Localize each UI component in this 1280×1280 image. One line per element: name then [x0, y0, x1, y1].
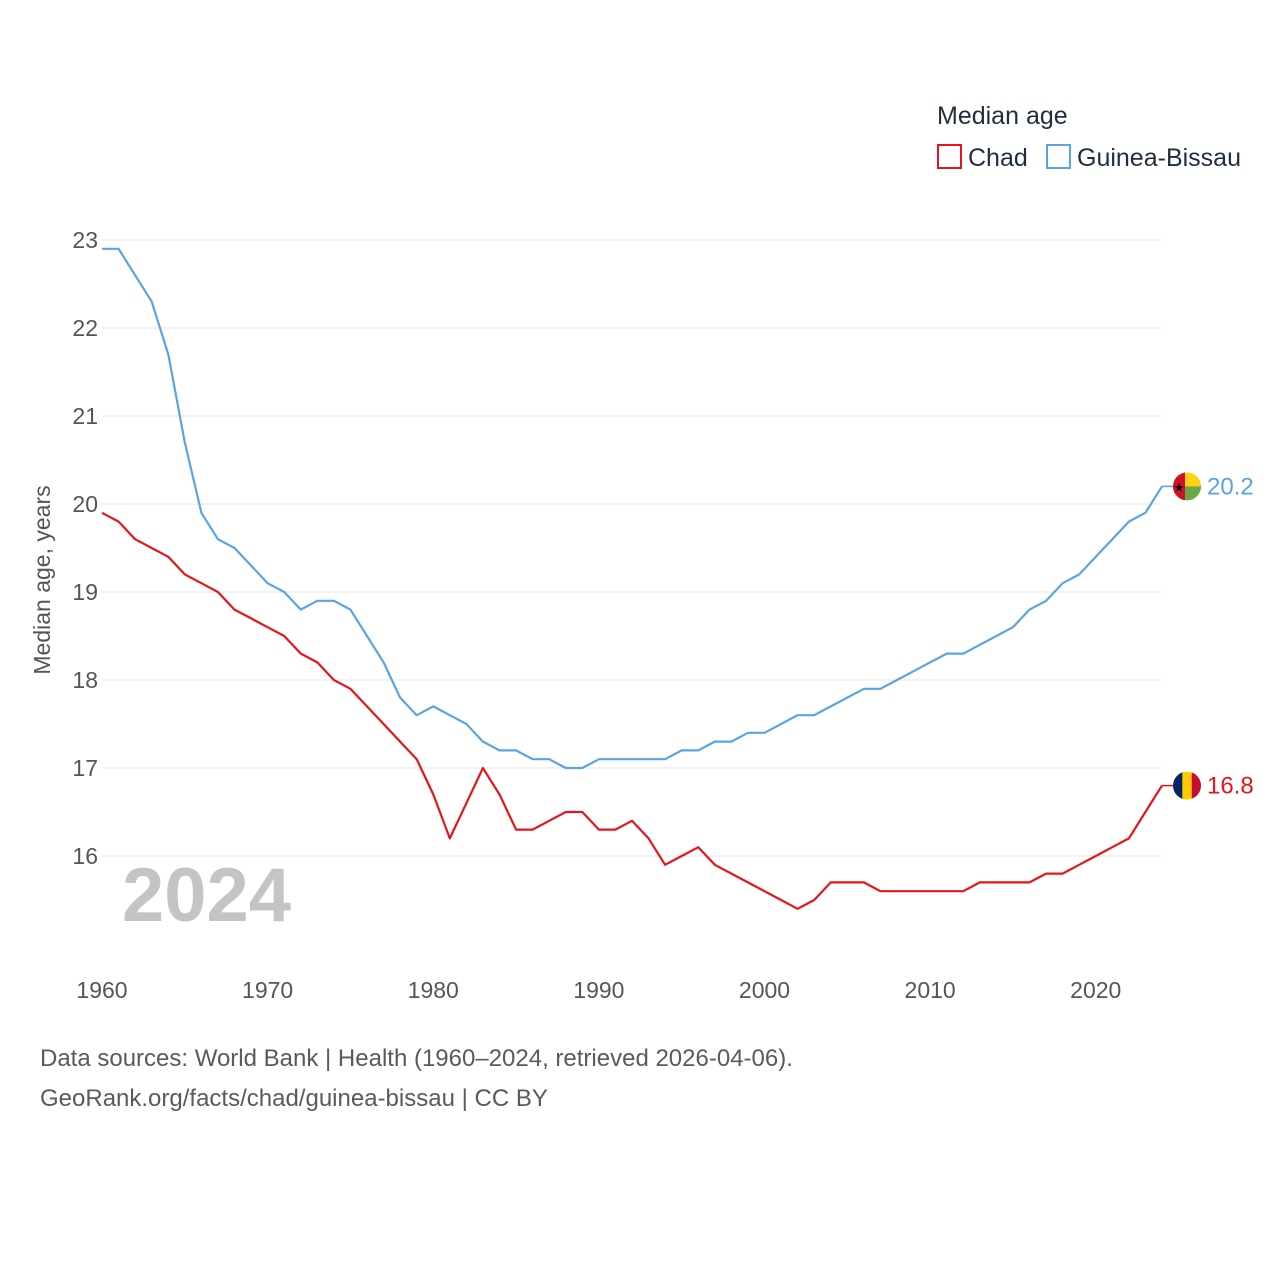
x-tick-1970: 1970 — [242, 977, 293, 1003]
legend-swatch-guinea-bissau — [1046, 144, 1071, 169]
series-lines — [101, 247, 1173, 910]
x-tick-1990: 1990 — [573, 977, 624, 1003]
y-tick-22: 22 — [72, 315, 98, 341]
y-tick-16: 16 — [72, 843, 98, 869]
y-axis-title: Median age, years — [29, 485, 55, 674]
x-tick-2020: 2020 — [1070, 977, 1121, 1003]
chad-flag-icon — [1173, 771, 1201, 800]
x-tick-2000: 2000 — [739, 977, 790, 1003]
series-line-guinea-bissau — [102, 247, 1163, 770]
y-tick-19: 19 — [72, 579, 98, 605]
legend-entry-guinea-bissau[interactable]: Guinea-Bissau — [1046, 144, 1241, 172]
legend-swatch-chad — [937, 144, 962, 169]
legend-label-guinea-bissau: Guinea-Bissau — [1077, 144, 1241, 172]
y-tick-23: 23 — [72, 227, 98, 253]
y-tick-17: 17 — [72, 755, 98, 781]
source-line: Data sources: World Bank | Health (1960–… — [40, 1045, 793, 1072]
y-tick-18: 18 — [72, 667, 98, 693]
y-tick-20: 20 — [72, 491, 98, 517]
guinea-bissau-end-value: 20.2 — [1207, 473, 1254, 500]
legend-label-chad: Chad — [968, 144, 1028, 172]
y-tick-labels: 16 17 18 19 20 21 22 23 — [72, 227, 98, 869]
series-line-chad — [101, 511, 1163, 910]
x-tick-1980: 1980 — [408, 977, 459, 1003]
x-tick-labels: 1960 1970 1980 1990 2000 2010 2020 — [76, 977, 1121, 1003]
guinea-bissau-flag-icon: ★ — [1173, 472, 1201, 501]
source-link-line[interactable]: GeoRank.org/facts/chad/guinea-bissau | C… — [40, 1085, 548, 1112]
legend-title: Median age — [937, 102, 1068, 130]
y-tick-21: 21 — [72, 403, 98, 429]
end-markers: ★ 20.2 16.8 — [1173, 472, 1254, 800]
x-tick-1960: 1960 — [76, 977, 127, 1003]
year-watermark: 2024 — [122, 853, 291, 938]
svg-text:★: ★ — [1174, 480, 1185, 494]
legend-entry-chad[interactable]: Chad — [937, 144, 1028, 172]
chad-end-value: 16.8 — [1207, 773, 1254, 800]
gridlines — [102, 239, 1162, 857]
x-tick-2010: 2010 — [905, 977, 956, 1003]
